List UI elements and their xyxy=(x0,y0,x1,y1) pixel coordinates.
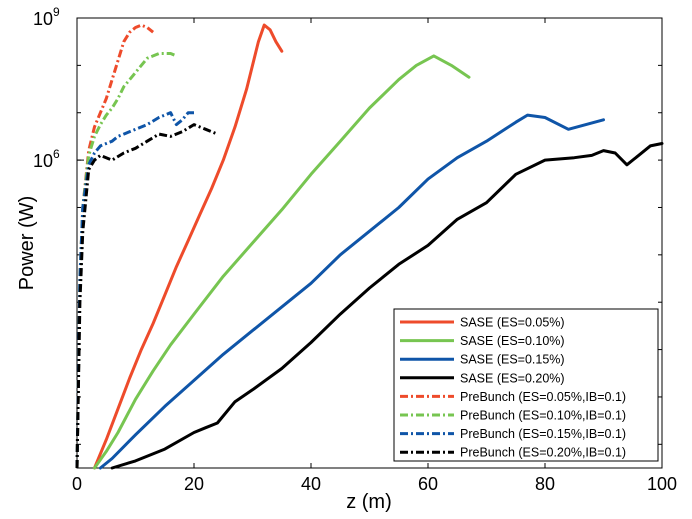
legend-label-7: PreBunch (ES=0.20%,IB=0.1) xyxy=(460,446,626,460)
x-tick-label-5: 100 xyxy=(647,474,677,494)
legend-label-6: PreBunch (ES=0.15%,IB=0.1) xyxy=(460,427,626,441)
legend-label-0: SASE (ES=0.05%) xyxy=(460,316,565,330)
y-tick-label-0: 106 xyxy=(33,147,60,171)
legend-label-5: PreBunch (ES=0.10%,IB=0.1) xyxy=(460,409,626,423)
legend-box xyxy=(393,308,659,462)
legend-label-1: SASE (ES=0.10%) xyxy=(460,334,565,348)
legend-label-4: PreBunch (ES=0.05%,IB=0.1) xyxy=(460,390,626,404)
legend-label-2: SASE (ES=0.15%) xyxy=(460,353,565,367)
y-axis-label: Power (W) xyxy=(16,196,38,290)
series-line-3 xyxy=(110,142,664,470)
series-line-0 xyxy=(93,23,284,470)
legend-label-3: SASE (ES=0.20%) xyxy=(460,371,565,385)
series-line-6 xyxy=(75,111,194,469)
axis-tick-labels: 0 20 40 60 80 100 106 109 xyxy=(33,5,677,494)
series-layer xyxy=(75,23,664,470)
x-axis-label: z (m) xyxy=(346,491,392,513)
legend: SASE (ES=0.05%) SASE (ES=0.10%) SASE (ES=0… xyxy=(393,308,659,462)
x-tick-label-0: 0 xyxy=(72,474,82,494)
plot-frame xyxy=(76,17,663,469)
x-tick-label-1: 20 xyxy=(184,474,204,494)
x-tick-label-2: 40 xyxy=(301,474,321,494)
series-line-1 xyxy=(93,54,471,470)
x-tick-label-4: 80 xyxy=(535,474,555,494)
series-line-7 xyxy=(75,123,218,469)
series-line-2 xyxy=(98,113,605,470)
y-tick-label-1: 109 xyxy=(33,5,60,29)
x-tick-label-3: 60 xyxy=(418,474,438,494)
series-line-5 xyxy=(75,52,177,469)
